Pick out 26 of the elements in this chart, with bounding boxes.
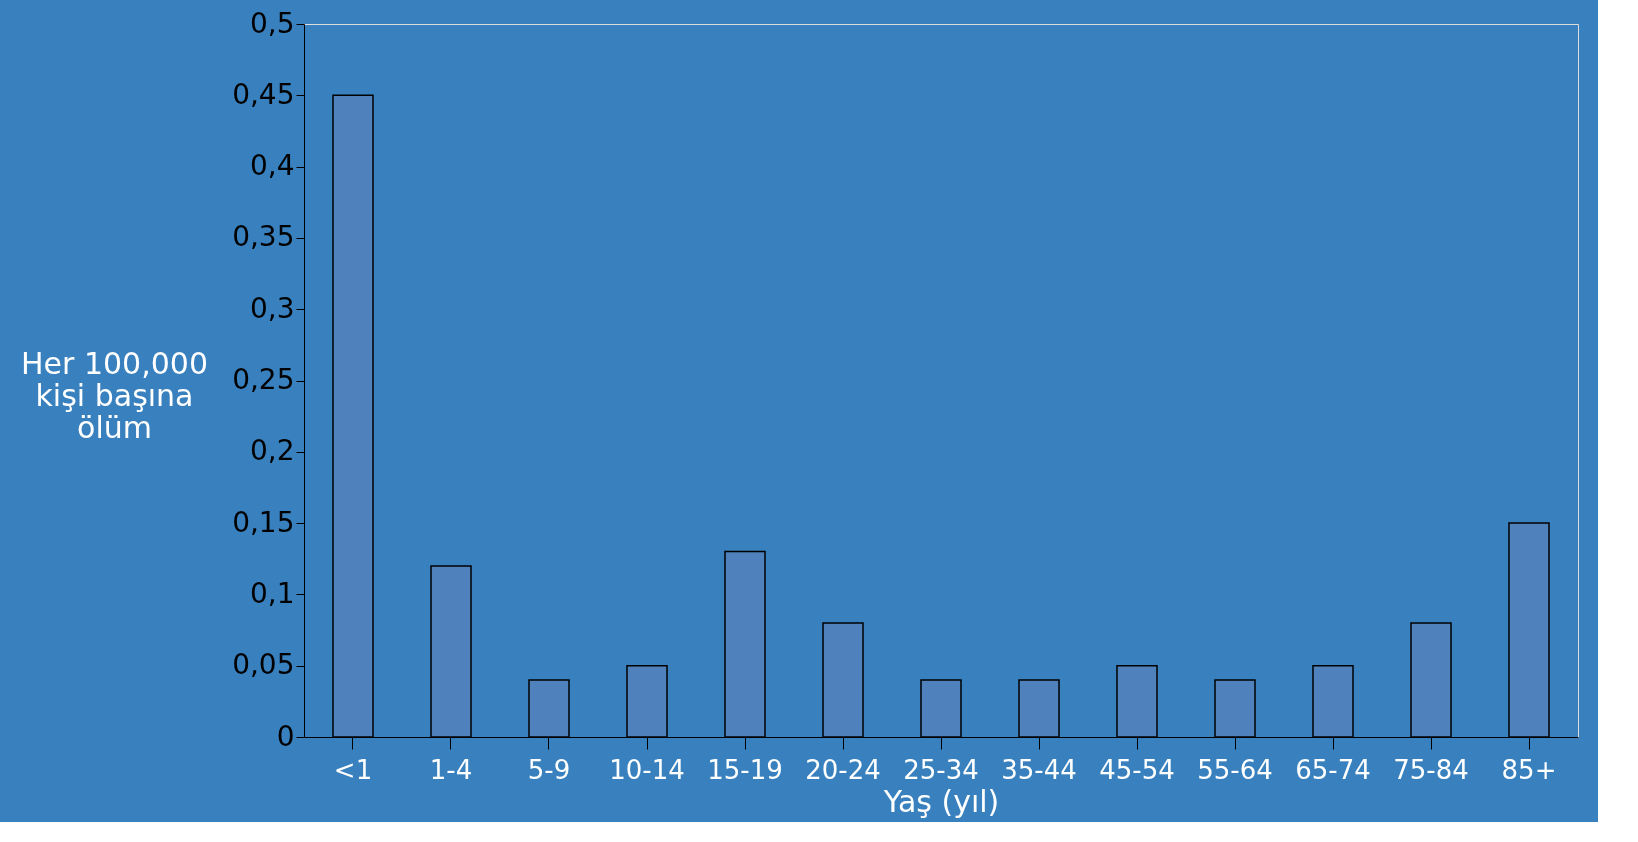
x-tick-label: 75-84: [1393, 754, 1469, 785]
y-axis-title: Her 100,000 kişi başına ölüm: [21, 345, 208, 445]
y-tick-label: 0,3: [249, 291, 295, 325]
x-tick-label: 85+: [1501, 754, 1557, 785]
x-tick-label: 25-34: [903, 754, 979, 785]
y-tick-label: 0,25: [232, 363, 295, 396]
y-tick-label: 0,1: [249, 576, 295, 610]
y-tick-label: 0,15: [232, 505, 295, 539]
x-axis-title: Yaş (yıl): [882, 783, 1000, 819]
x-tick-label: 1-4: [429, 754, 473, 785]
x-tick-label: 65-74: [1295, 754, 1371, 785]
y-tick-label: 0,05: [232, 648, 295, 682]
y-tick-label: 0,2: [249, 434, 295, 468]
x-tick-label: 20-24: [805, 754, 881, 785]
x-tick-label: 35-44: [1001, 754, 1077, 785]
x-tick-label: <1: [333, 754, 373, 785]
y-tick-label: 0: [276, 719, 295, 753]
x-tick-label: 15-19: [707, 754, 783, 785]
x-tick-label: 55-64: [1197, 754, 1273, 785]
y-tick-label: 0,5: [249, 6, 295, 40]
y-tick-label: 0,45: [232, 77, 295, 111]
y-tick-label: 0,35: [232, 220, 295, 254]
x-tick-label: 5-9: [527, 754, 571, 785]
y-tick-label: 0,4: [249, 149, 295, 183]
x-tick-label: 45-54: [1099, 754, 1175, 785]
x-tick-label: 10-14: [609, 754, 685, 785]
